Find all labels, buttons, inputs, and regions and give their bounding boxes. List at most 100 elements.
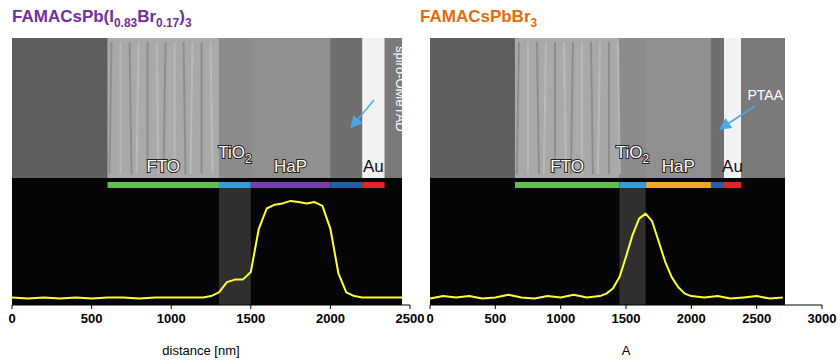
x-tick-label: 1000 [157, 311, 186, 326]
x-tick [822, 305, 823, 309]
sem-substrate [430, 38, 515, 178]
layer-label: TiO2 [616, 143, 650, 166]
sem-texture [147, 42, 149, 174]
text-part: TiO [616, 143, 643, 162]
x-tick [756, 305, 757, 309]
x-tick [691, 305, 692, 309]
sem-texture [211, 42, 213, 174]
callout-arrow [721, 106, 755, 128]
sem-texture [130, 42, 132, 174]
layer-label: PTAA [747, 87, 783, 103]
sem-substrate [12, 38, 108, 178]
x-tick-label: 2000 [316, 311, 345, 326]
sem-texture [598, 42, 600, 174]
text-part: FTO [550, 157, 584, 176]
x-tick [560, 305, 561, 309]
sem-texture [157, 42, 159, 174]
layer-label: spiro-OMeTAD [393, 46, 408, 132]
x-tick-label: 3000 [808, 311, 837, 326]
plot-area [430, 214, 783, 299]
sem-texture [174, 42, 176, 174]
figure-root: FAMACsPb(I0.83Br0.17)3FTOTiO2HaPspiro-OM… [0, 0, 840, 364]
text-part: Au [722, 157, 743, 176]
layer-bar [330, 182, 362, 188]
sem-texture [120, 42, 122, 174]
x-axis-label: A [622, 343, 631, 358]
sem-texture [184, 42, 186, 174]
sem-texture [564, 42, 566, 174]
profile-background [12, 178, 402, 305]
x-axis [12, 305, 410, 306]
text-part: FAMACsPb(I [12, 7, 114, 26]
sem-texture [544, 42, 546, 174]
layer-label: FTO [550, 157, 584, 176]
text-part: TiO [218, 143, 245, 162]
profile-background [430, 178, 785, 305]
x-tick-label: 500 [484, 311, 506, 326]
text-part: FAMACsPbBr [420, 7, 531, 26]
sem-texture [517, 42, 519, 174]
x-tick-label: 1500 [236, 311, 265, 326]
text-part: spiro-OMeTAD [393, 46, 408, 132]
x-tick [430, 305, 431, 309]
sem-texture [554, 42, 556, 174]
x-tick-label: 2500 [396, 311, 425, 326]
sem-texture [110, 42, 112, 174]
x-tick [495, 305, 496, 309]
subscript: 2 [245, 152, 252, 166]
x-tick-label: 500 [81, 311, 103, 326]
panel: FAMACsPb(I0.83Br0.17)3FTOTiO2HaPspiro-OM… [8, 7, 424, 358]
panel: FAMACsPbBr3FTOTiO2HaPPTAAAu0500100015002… [420, 7, 836, 358]
layer-label: TiO2 [218, 143, 252, 166]
text-part: PTAA [747, 87, 783, 103]
profile-line [430, 214, 783, 299]
layer-label: HaP [662, 157, 695, 176]
sem-texture [581, 42, 583, 174]
sem-texture [201, 42, 203, 174]
sem-grain [619, 186, 645, 305]
sem-texture [527, 42, 529, 174]
x-tick [626, 305, 627, 309]
x-tick-label: 0 [8, 311, 15, 326]
layer-label: Au [363, 157, 384, 176]
plot-area [12, 201, 402, 299]
layer-label: FTO [146, 157, 180, 176]
layer-bar [362, 182, 384, 188]
sem-texture [137, 42, 139, 174]
x-tick [91, 305, 92, 309]
sem-layer [515, 38, 620, 178]
subscript: 3 [531, 16, 538, 30]
layer-label: HaP [274, 157, 307, 176]
text-part: FTO [146, 157, 180, 176]
x-tick [12, 305, 13, 309]
text-part: Br [137, 7, 156, 26]
sem-texture [537, 42, 539, 174]
subscript: 2 [643, 152, 650, 166]
figure: FAMACsPb(I0.83Br0.17)3FTOTiO2HaPspiro-OM… [0, 0, 840, 364]
text-part: Au [363, 157, 384, 176]
sem-texture [164, 42, 166, 174]
panel-title: FAMACsPbBr3 [420, 7, 538, 30]
subscript: 0.17 [156, 16, 180, 30]
profile-line [12, 201, 402, 299]
layer-bar [515, 182, 620, 188]
layer-bar [619, 182, 645, 188]
sem-layer [330, 38, 362, 178]
subscript: 3 [185, 16, 192, 30]
x-axis-label: distance [nm] [162, 343, 239, 358]
sem-layer [251, 38, 331, 178]
layer-bar [251, 182, 331, 188]
x-tick [171, 305, 172, 309]
x-tick [410, 305, 411, 309]
text-part: HaP [274, 157, 307, 176]
x-tick [330, 305, 331, 309]
sem-image [12, 38, 402, 178]
sem-layer [108, 38, 219, 178]
x-tick-label: 2000 [677, 311, 706, 326]
x-tick-label: 1500 [612, 311, 641, 326]
subscript: 0.83 [114, 16, 138, 30]
layer-bar [219, 182, 251, 188]
layer-bar [711, 182, 724, 188]
callout-arrow [352, 100, 374, 126]
layer-bar [724, 182, 741, 188]
